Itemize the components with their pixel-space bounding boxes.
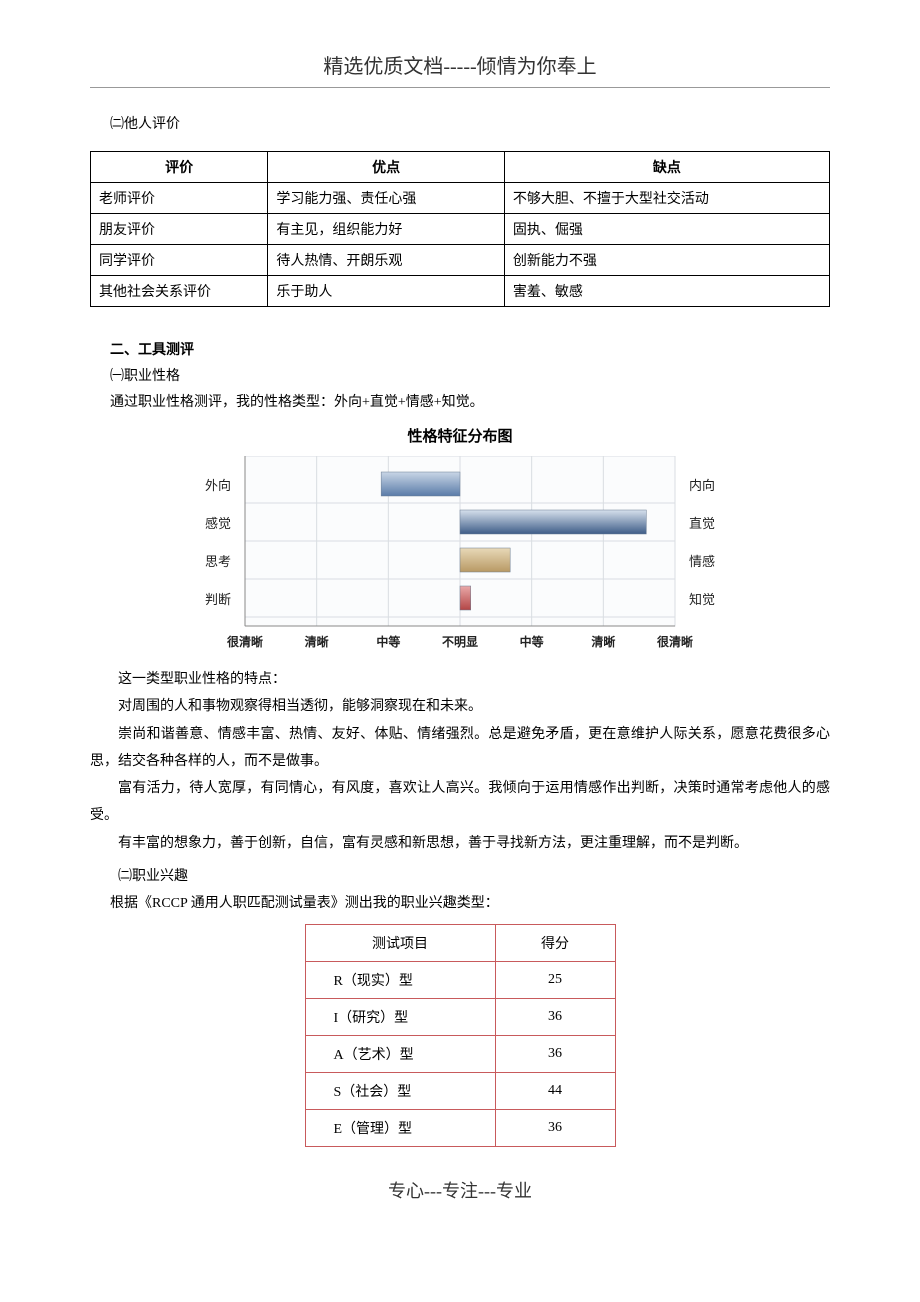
col-eval: 评价 <box>91 152 268 183</box>
personality-intro: 通过职业性格测评，我的性格类型：外向+直觉+情感+知觉。 <box>110 391 830 411</box>
page-footer: 专心---专注---专业 <box>90 1177 830 1203</box>
table-cell: 固执、倔强 <box>504 214 829 245</box>
table-cell: 36 <box>495 1109 615 1146</box>
table-header-row: 测试项目 得分 <box>305 924 615 961</box>
table-cell: 创新能力不强 <box>504 245 829 276</box>
svg-text:不明显: 不明显 <box>442 635 478 649</box>
svg-text:思考: 思考 <box>205 554 231 569</box>
page-header: 精选优质文档-----倾情为你奉上 <box>90 50 830 79</box>
table-row: 同学评价待人热情、开朗乐观创新能力不强 <box>91 245 830 276</box>
col-score: 得分 <box>495 924 615 961</box>
table-cell: S（社会）型 <box>305 1072 495 1109</box>
table-header-row: 评价 优点 缺点 <box>91 152 830 183</box>
col-cons: 缺点 <box>504 152 829 183</box>
svg-text:很清晰: 很清晰 <box>226 634 263 649</box>
col-pros: 优点 <box>268 152 504 183</box>
table-cell: 其他社会关系评价 <box>91 276 268 307</box>
table-cell: 44 <box>495 1072 615 1109</box>
table-cell: R（现实）型 <box>305 961 495 998</box>
table-cell: 同学评价 <box>91 245 268 276</box>
svg-text:知觉: 知觉 <box>689 592 715 607</box>
table-row: 其他社会关系评价乐于助人害羞、敏感 <box>91 276 830 307</box>
table-cell: 朋友评价 <box>91 214 268 245</box>
personality-description: 这一类型职业性格的特点：对周围的人和事物观察得相当透彻，能够洞察现在和未来。崇尚… <box>90 666 830 857</box>
chart-title: 性格特征分布图 <box>90 425 830 446</box>
table-cell: I（研究）型 <box>305 998 495 1035</box>
table-row: S（社会）型44 <box>305 1072 615 1109</box>
subhead-personality: ㈠职业性格 <box>110 365 830 385</box>
table-cell: 36 <box>495 1035 615 1072</box>
svg-text:中等: 中等 <box>520 634 544 649</box>
svg-text:直觉: 直觉 <box>689 516 715 531</box>
table-cell: 待人热情、开朗乐观 <box>268 245 504 276</box>
table-row: A（艺术）型36 <box>305 1035 615 1072</box>
table-cell: 学习能力强、责任心强 <box>268 183 504 214</box>
svg-text:感觉: 感觉 <box>205 516 231 531</box>
paragraph: 这一类型职业性格的特点： <box>90 666 830 693</box>
svg-text:很清晰: 很清晰 <box>656 634 693 649</box>
interest-intro: 根据《RCCP 通用人职匹配测试量表》测出我的职业兴趣类型： <box>110 890 830 917</box>
col-test-item: 测试项目 <box>305 924 495 961</box>
subhead-interest: ㈡职业兴趣 <box>90 863 830 890</box>
svg-text:判断: 判断 <box>205 592 231 607</box>
subhead-others-evaluation: ㈡他人评价 <box>110 113 830 133</box>
table-cell: 不够大胆、不擅于大型社交活动 <box>504 183 829 214</box>
table-row: 老师评价学习能力强、责任心强不够大胆、不擅于大型社交活动 <box>91 183 830 214</box>
table-cell: 25 <box>495 961 615 998</box>
table-cell: E（管理）型 <box>305 1109 495 1146</box>
table-cell: 老师评价 <box>91 183 268 214</box>
svg-text:清晰: 清晰 <box>305 634 329 649</box>
table-row: 朋友评价有主见，组织能力好固执、倔强 <box>91 214 830 245</box>
evaluation-table: 评价 优点 缺点 老师评价学习能力强、责任心强不够大胆、不擅于大型社交活动朋友评… <box>90 151 830 307</box>
svg-text:外向: 外向 <box>205 478 231 493</box>
section-2-title: 二、工具测评 <box>110 339 830 359</box>
table-cell: 36 <box>495 998 615 1035</box>
table-row: E（管理）型36 <box>305 1109 615 1146</box>
paragraph: 崇尚和谐善意、情感丰富、热情、友好、体贴、情绪强烈。总是避免矛盾，更在意维护人际… <box>90 721 830 776</box>
paragraph: 富有活力，待人宽厚，有同情心，有风度，喜欢让人高兴。我倾向于运用情感作出判断，决… <box>90 775 830 830</box>
header-divider <box>90 87 830 88</box>
table-cell: 害羞、敏感 <box>504 276 829 307</box>
table-row: I（研究）型36 <box>305 998 615 1035</box>
table-cell: 有主见，组织能力好 <box>268 214 504 245</box>
personality-chart-svg: 外向 内向感觉 直觉思考 情感判断 知觉很清晰 清晰 中等 不明显 中等 清晰 很清晰 <box>179 456 741 656</box>
table-row: R（现实）型25 <box>305 961 615 998</box>
table-cell: A（艺术）型 <box>305 1035 495 1072</box>
svg-text:中等: 中等 <box>376 634 400 649</box>
paragraph: 有丰富的想象力，善于创新，自信，富有灵感和新思想，善于寻找新方法，更注重理解，而… <box>90 830 830 857</box>
paragraph: 对周围的人和事物观察得相当透彻，能够洞察现在和未来。 <box>90 693 830 720</box>
interest-score-table: 测试项目 得分 R（现实）型25I（研究）型36A（艺术）型36S（社会）型44… <box>305 924 616 1147</box>
table-cell: 乐于助人 <box>268 276 504 307</box>
svg-text:情感: 情感 <box>689 554 715 569</box>
svg-text:内向: 内向 <box>689 478 715 493</box>
svg-text:清晰: 清晰 <box>591 634 615 649</box>
personality-chart: 性格特征分布图 外向 内向感觉 直觉思考 情感判断 知觉很清晰 清晰 中等 不明显 中等 清晰 很清… <box>90 425 830 656</box>
